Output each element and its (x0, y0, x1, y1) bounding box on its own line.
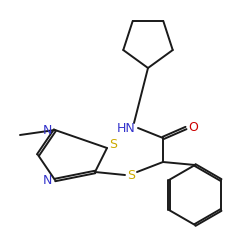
Text: O: O (188, 121, 198, 133)
Text: HN: HN (117, 122, 135, 134)
Text: S: S (109, 137, 117, 150)
Text: N: N (42, 124, 52, 136)
Text: N: N (42, 174, 52, 187)
Text: S: S (127, 169, 135, 182)
